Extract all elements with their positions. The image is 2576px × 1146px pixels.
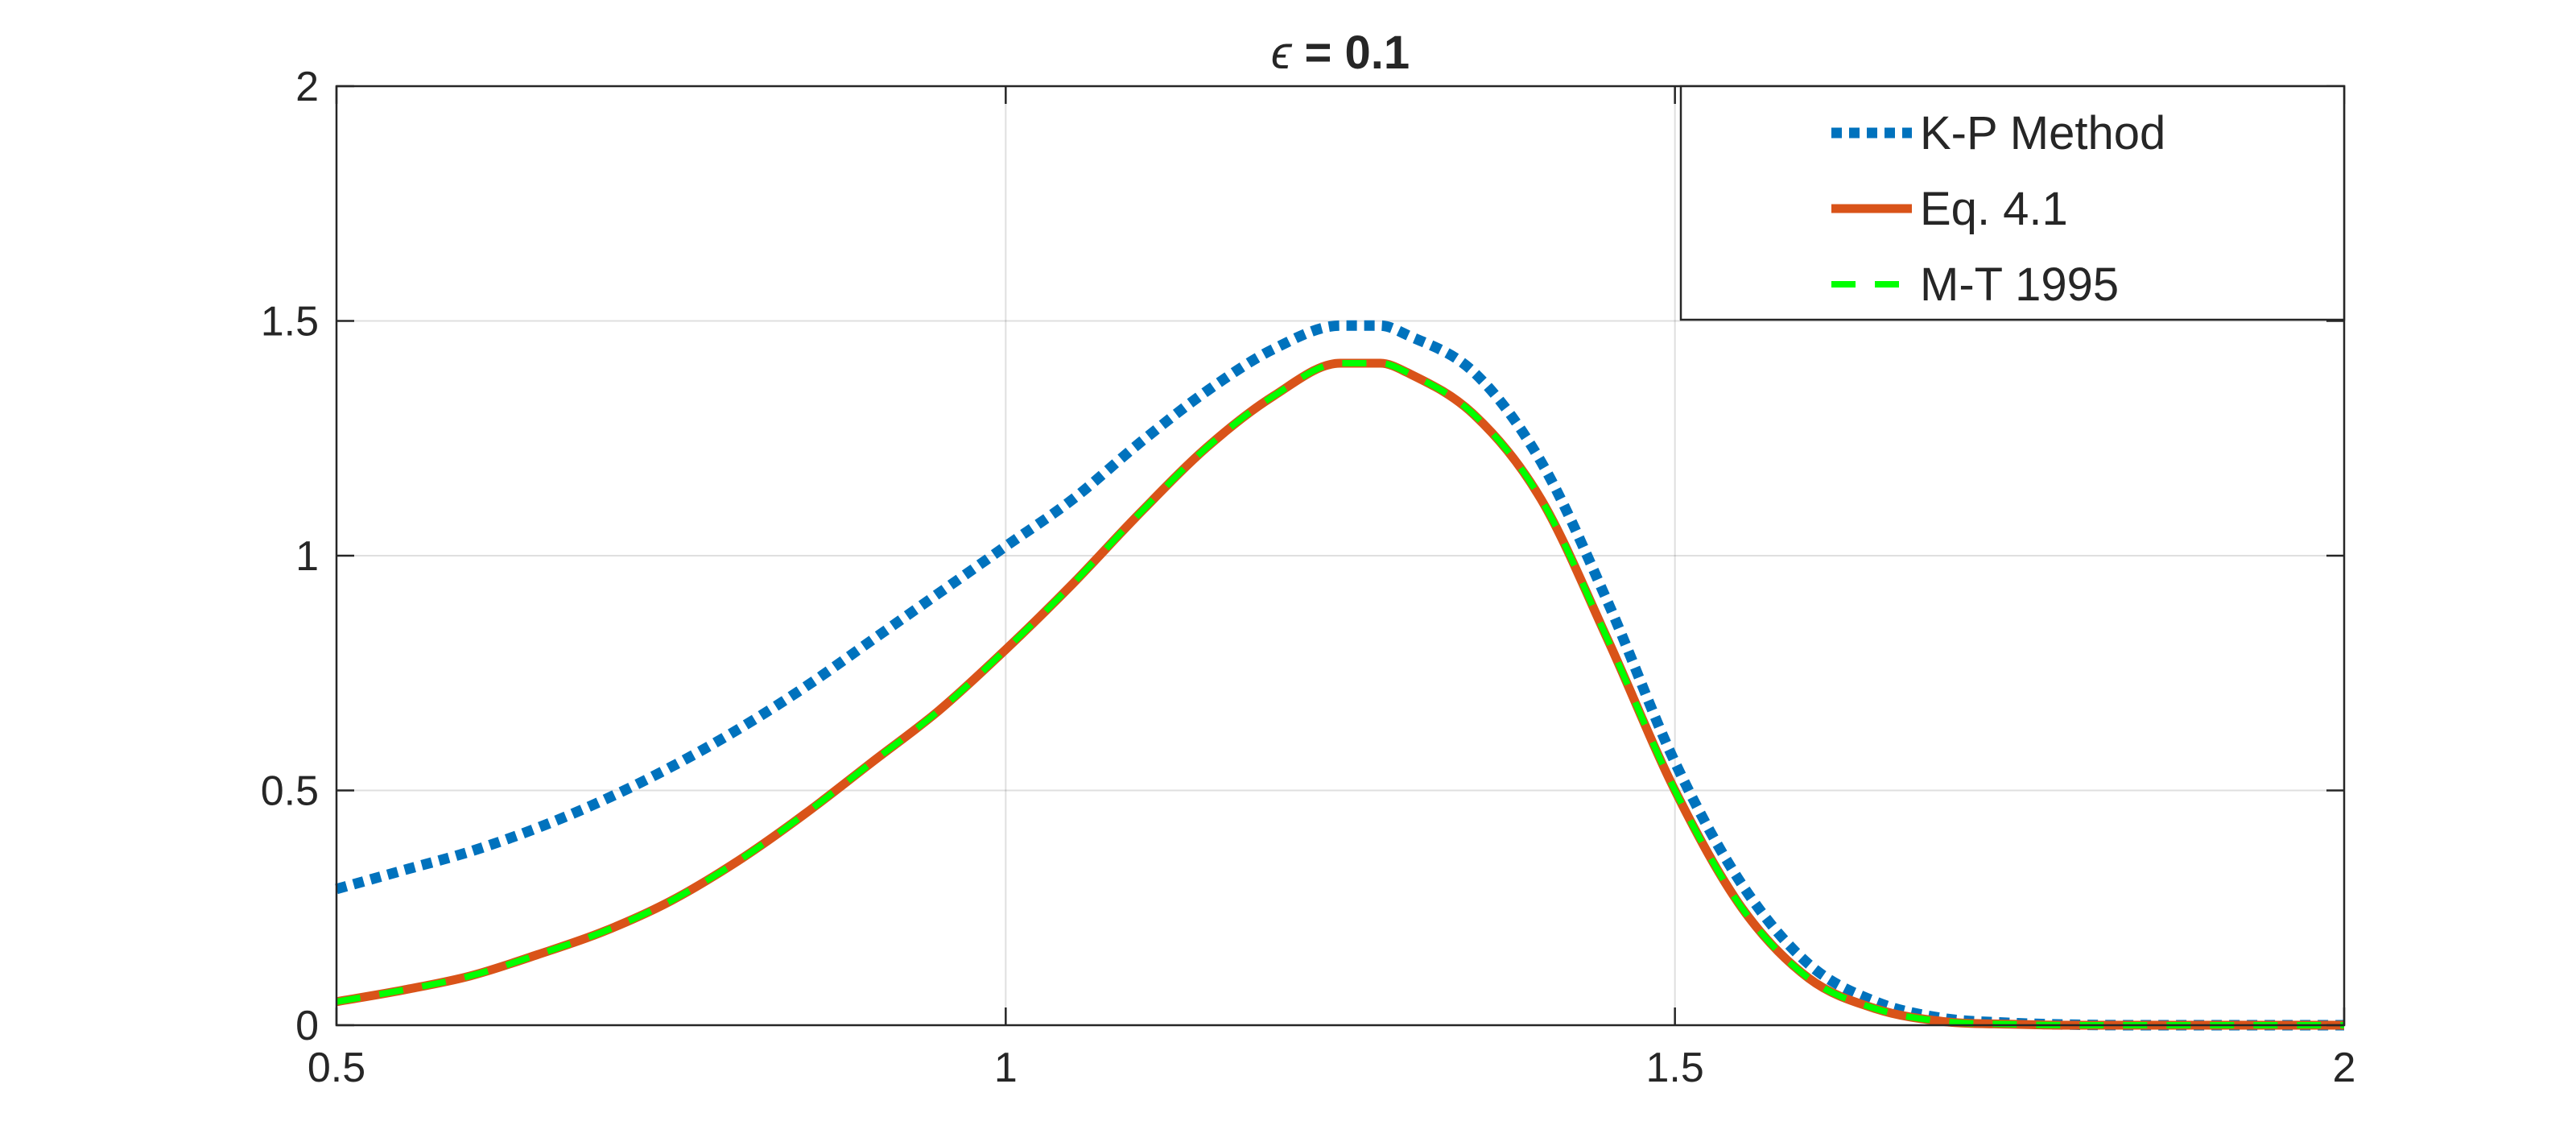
y-tick-label: 0.5 <box>261 768 319 815</box>
y-tick-label: 2 <box>295 64 319 110</box>
y-tick-label: 0 <box>295 1003 319 1049</box>
y-tick-label: 1.5 <box>261 299 319 345</box>
ticks: 0.5 1 1.5 200.511.52 <box>261 64 2356 1091</box>
legend-label: K-P Method <box>1920 107 2165 159</box>
chart-title: ϵ = 0.1 <box>1271 27 1410 79</box>
x-tick-label: 0.5 <box>308 1045 365 1091</box>
title-value: = 0.1 <box>1291 27 1410 79</box>
title-symbol: ϵ <box>1271 27 1293 79</box>
x-tick-label: 2 <box>2333 1045 2356 1091</box>
legend-label: Eq. 4.1 <box>1920 183 2068 235</box>
legend-label: M-T 1995 <box>1920 259 2119 311</box>
legend: K-P Method Eq. 4.1 M-T 1995 <box>1679 85 2346 321</box>
series-layer <box>335 320 2344 1031</box>
legend-box <box>1679 85 2346 321</box>
x-tick-label: 1 <box>994 1045 1018 1091</box>
y-tick-label: 1 <box>295 533 319 580</box>
series-line-eq-4-1 <box>336 358 2344 1030</box>
x-tick-label: 1.5 <box>1646 1045 1704 1091</box>
